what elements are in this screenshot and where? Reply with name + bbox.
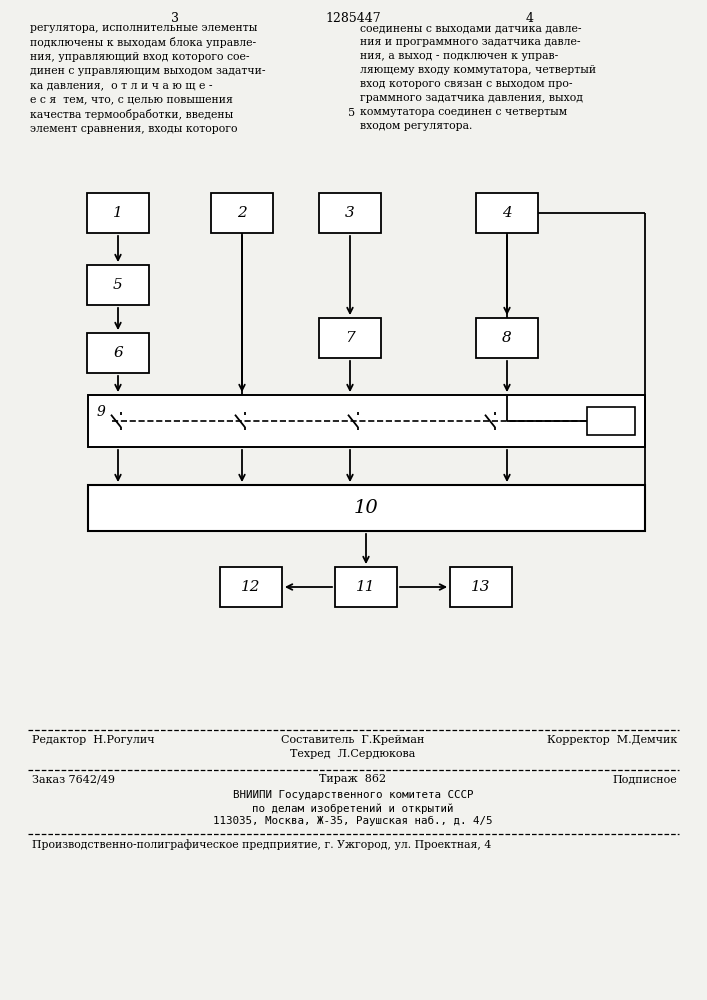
Text: Тираж  862: Тираж 862 <box>320 774 387 784</box>
Bar <box>220 567 282 607</box>
Text: 3: 3 <box>345 206 355 220</box>
Text: 11: 11 <box>356 580 375 594</box>
Text: 3: 3 <box>171 12 179 25</box>
Text: 1: 1 <box>113 206 123 220</box>
Text: 13: 13 <box>472 580 491 594</box>
Text: регулятора, исполнительные элементы
подключены к выходам блока управле-
ния, упр: регулятора, исполнительные элементы подк… <box>30 23 266 134</box>
Text: 4: 4 <box>526 12 534 25</box>
Text: 113035, Москва, Ж-35, Раушская наб., д. 4/5: 113035, Москва, Ж-35, Раушская наб., д. … <box>214 816 493 826</box>
Bar <box>87 193 149 233</box>
Text: 10: 10 <box>354 499 379 517</box>
Text: 6: 6 <box>113 346 123 360</box>
Text: по делам изобретений и открытий: по делам изобретений и открытий <box>252 803 454 814</box>
Text: 5: 5 <box>349 108 356 118</box>
Bar <box>87 333 149 373</box>
Text: 7: 7 <box>345 331 355 345</box>
Text: 1285447: 1285447 <box>325 12 381 25</box>
Text: Составитель  Г.Крейман: Составитель Г.Крейман <box>281 735 425 745</box>
Bar <box>211 193 273 233</box>
Bar <box>319 318 381 358</box>
Text: 2: 2 <box>237 206 247 220</box>
Bar <box>450 567 512 607</box>
Text: 4: 4 <box>502 206 512 220</box>
Bar <box>476 318 538 358</box>
Bar <box>476 193 538 233</box>
Bar <box>335 567 397 607</box>
Text: 8: 8 <box>502 331 512 345</box>
Bar <box>587 407 635 435</box>
Text: Производственно-полиграфическое предприятие, г. Ужгород, ул. Проектная, 4: Производственно-полиграфическое предприя… <box>32 839 491 850</box>
Bar <box>319 193 381 233</box>
Text: Корректор  М.Демчик: Корректор М.Демчик <box>547 735 677 745</box>
Bar <box>87 265 149 305</box>
Text: 12: 12 <box>241 580 261 594</box>
Text: 5: 5 <box>113 278 123 292</box>
Bar <box>88 485 645 531</box>
Text: Редактор  Н.Рогулич: Редактор Н.Рогулич <box>32 735 155 745</box>
Text: Техред  Л.Сердюкова: Техред Л.Сердюкова <box>291 749 416 759</box>
Text: Подписное: Подписное <box>612 774 677 784</box>
Text: 9: 9 <box>97 405 106 419</box>
Text: соединены с выходами датчика давле-
ния и программного задатчика давле-
ния, а в: соединены с выходами датчика давле- ния … <box>360 23 596 131</box>
Text: ВНИИПИ Государственного комитета СССР: ВНИИПИ Государственного комитета СССР <box>233 790 473 800</box>
Bar <box>88 395 645 447</box>
Text: Заказ 7642/49: Заказ 7642/49 <box>32 774 115 784</box>
